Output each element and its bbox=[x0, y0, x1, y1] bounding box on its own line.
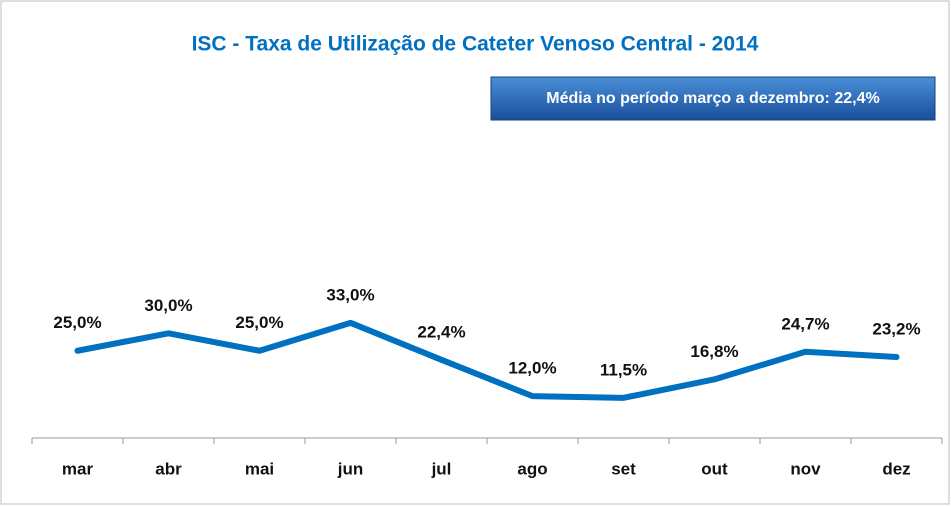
data-label: 25,0% bbox=[53, 313, 101, 332]
data-label: 16,8% bbox=[690, 342, 738, 361]
annotation: Média no período março a dezembro: 22,4% bbox=[546, 90, 879, 107]
data-label: 25,0% bbox=[235, 313, 283, 332]
data-label: 24,7% bbox=[781, 314, 829, 333]
x-tick-label: out bbox=[701, 459, 728, 478]
x-tick-label: jul bbox=[431, 459, 452, 478]
data-label: 23,2% bbox=[872, 320, 920, 339]
chart-title: ISC - Taxa de Utilização de Cateter Veno… bbox=[192, 33, 759, 56]
x-tick-label: set bbox=[611, 459, 636, 478]
data-label: 12,0% bbox=[508, 359, 556, 378]
data-label: 11,5% bbox=[600, 360, 647, 379]
annotation-box bbox=[490, 76, 936, 121]
data-label: 30,0% bbox=[144, 296, 192, 315]
x-tick-label: dez bbox=[882, 459, 910, 478]
x-tick-label: nov bbox=[790, 459, 821, 478]
x-tick-label: mar bbox=[62, 459, 94, 478]
x-tick-label: mai bbox=[245, 459, 274, 478]
data-label: 22,4% bbox=[417, 322, 465, 341]
data-line bbox=[74, 319, 900, 401]
x-tick-label: jun bbox=[337, 459, 364, 478]
data-label: 33,0% bbox=[326, 285, 374, 304]
x-tick-label: ago bbox=[517, 459, 547, 478]
x-tick-label: abr bbox=[155, 459, 182, 478]
